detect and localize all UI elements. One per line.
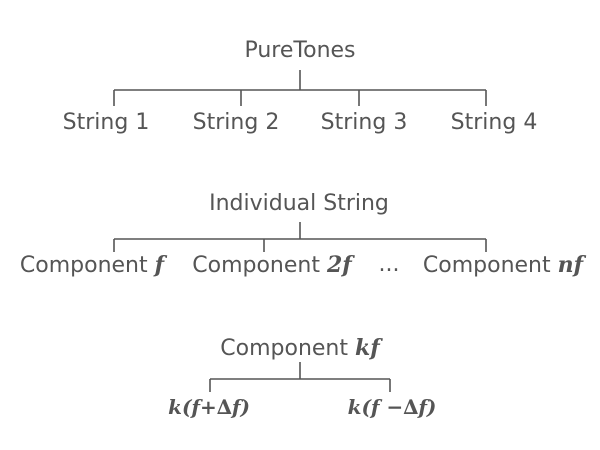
tree2-child-2: Component 2f <box>192 251 352 280</box>
tree2-child-1-var: f <box>154 252 165 278</box>
tree2-child-3-var: nf <box>557 252 584 278</box>
tree2-child-1-text: Component <box>19 253 155 278</box>
tree3-child-2: k(f −∆f) <box>347 395 437 419</box>
tree2-root-label: Individual String <box>209 191 389 216</box>
tree3-root-text: Component <box>220 336 355 361</box>
tree2-child-3: Component nf <box>423 251 583 280</box>
tree3-root-var: kf <box>355 335 380 361</box>
tree1-child-3: String 3 <box>320 110 408 135</box>
tree2-child-3-text: Component <box>422 253 558 278</box>
tree2-child-2-text: Component <box>192 253 327 278</box>
tree2-child-2-var: 2f <box>326 252 352 278</box>
tree2-child-1: Component f <box>20 251 164 280</box>
tree3-root-label: Component kf <box>220 334 379 363</box>
tree1-child-1: String 1 <box>62 110 150 135</box>
tree3-child-1: k(f+∆f) <box>168 395 250 419</box>
tree1-child-4: String 4 <box>450 110 538 135</box>
tree2-ellipsis: ... <box>378 252 400 277</box>
tree1-child-2: String 2 <box>192 110 280 135</box>
tree1-root-label: PureTones <box>244 38 356 63</box>
